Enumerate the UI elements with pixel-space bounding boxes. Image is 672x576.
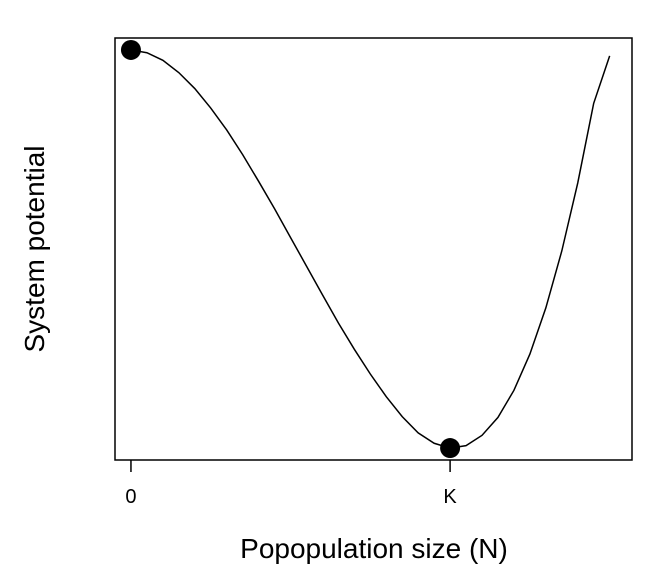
potential-curve — [130, 49, 611, 449]
equilibrium-point-k — [440, 438, 461, 459]
y-axis-title: System potential — [19, 146, 50, 353]
equilibrium-point-zero — [120, 39, 141, 60]
x-tick-label-0: 0 — [125, 486, 136, 508]
plot-frame — [114, 37, 633, 461]
x-tick-label-1: K — [443, 486, 457, 508]
equilibrium-points — [120, 39, 461, 459]
x-axis-title: Popopulation size (N) — [240, 533, 508, 564]
